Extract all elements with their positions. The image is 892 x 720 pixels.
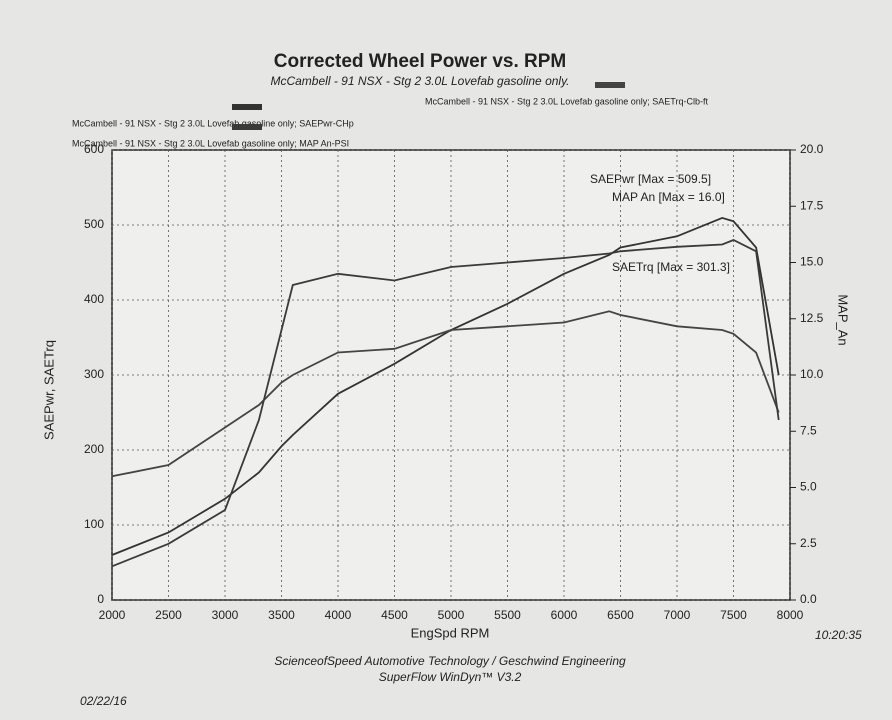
y-axis-label: SAEPwr, SAETrq bbox=[41, 340, 56, 440]
y2-axis-label: MAP_An bbox=[836, 294, 851, 345]
annotation: MAP An [Max = 16.0] bbox=[612, 190, 725, 204]
x-tick-label: 3500 bbox=[268, 608, 295, 622]
annotation: SAEPwr [Max = 509.5] bbox=[590, 172, 711, 186]
legend-entry: McCambell - 91 NSX - Stg 2 3.0L Lovefab … bbox=[72, 118, 354, 128]
x-tick-label: 4500 bbox=[381, 608, 408, 622]
series-line bbox=[111, 239, 780, 568]
legend-swatch bbox=[232, 104, 262, 110]
x-tick-label: 2500 bbox=[155, 608, 182, 622]
y2-tick-label: 20.0 bbox=[800, 142, 824, 156]
footer: SuperFlow WinDyn™ V3.2 bbox=[379, 670, 522, 684]
legend-entry: McCambell - 91 NSX - Stg 2 3.0L Lovefab … bbox=[72, 138, 349, 148]
series-line bbox=[111, 216, 780, 556]
legend-swatch bbox=[232, 124, 262, 130]
y-tick-label: 0 bbox=[97, 592, 104, 606]
footer: ScienceofSpeed Automotive Technology / G… bbox=[274, 654, 626, 668]
series-line bbox=[111, 310, 780, 478]
x-tick-label: 2000 bbox=[99, 608, 126, 622]
y2-tick-label: 15.0 bbox=[800, 255, 824, 269]
y-tick-label: 300 bbox=[84, 367, 104, 381]
x-axis-label: EngSpd RPM bbox=[411, 625, 490, 640]
x-tick-label: 3000 bbox=[212, 608, 239, 622]
y2-tick-label: 12.5 bbox=[800, 311, 824, 325]
time: 10:20:35 bbox=[815, 628, 862, 642]
chart-subtitle: McCambell - 91 NSX - Stg 2 3.0L Lovefab … bbox=[270, 74, 569, 88]
x-tick-label: 6500 bbox=[607, 608, 634, 622]
y2-tick-label: 5.0 bbox=[800, 480, 817, 494]
legend-swatch bbox=[595, 82, 625, 88]
x-tick-label: 7000 bbox=[664, 608, 691, 622]
legend-entry: McCambell - 91 NSX - Stg 2 3.0L Lovefab … bbox=[425, 96, 708, 106]
chart-title: Corrected Wheel Power vs. RPM bbox=[274, 51, 566, 72]
y-tick-label: 400 bbox=[84, 292, 104, 306]
y-tick-label: 500 bbox=[84, 217, 104, 231]
y-tick-label: 100 bbox=[84, 517, 104, 531]
y2-tick-label: 17.5 bbox=[800, 198, 824, 212]
x-tick-label: 4000 bbox=[325, 608, 352, 622]
y2-tick-label: 7.5 bbox=[800, 423, 817, 437]
x-tick-label: 8000 bbox=[777, 608, 804, 622]
y2-tick-label: 0.0 bbox=[800, 592, 817, 606]
x-tick-label: 5000 bbox=[438, 608, 465, 622]
date: 02/22/16 bbox=[80, 694, 127, 708]
y2-tick-label: 2.5 bbox=[800, 536, 817, 550]
x-tick-label: 7500 bbox=[720, 608, 747, 622]
x-tick-label: 6000 bbox=[551, 608, 578, 622]
y-tick-label: 600 bbox=[84, 142, 104, 156]
annotation: SAETrq [Max = 301.3] bbox=[612, 260, 730, 274]
x-tick-label: 5500 bbox=[494, 608, 521, 622]
y2-tick-label: 10.0 bbox=[800, 367, 824, 381]
y-tick-label: 200 bbox=[84, 442, 104, 456]
